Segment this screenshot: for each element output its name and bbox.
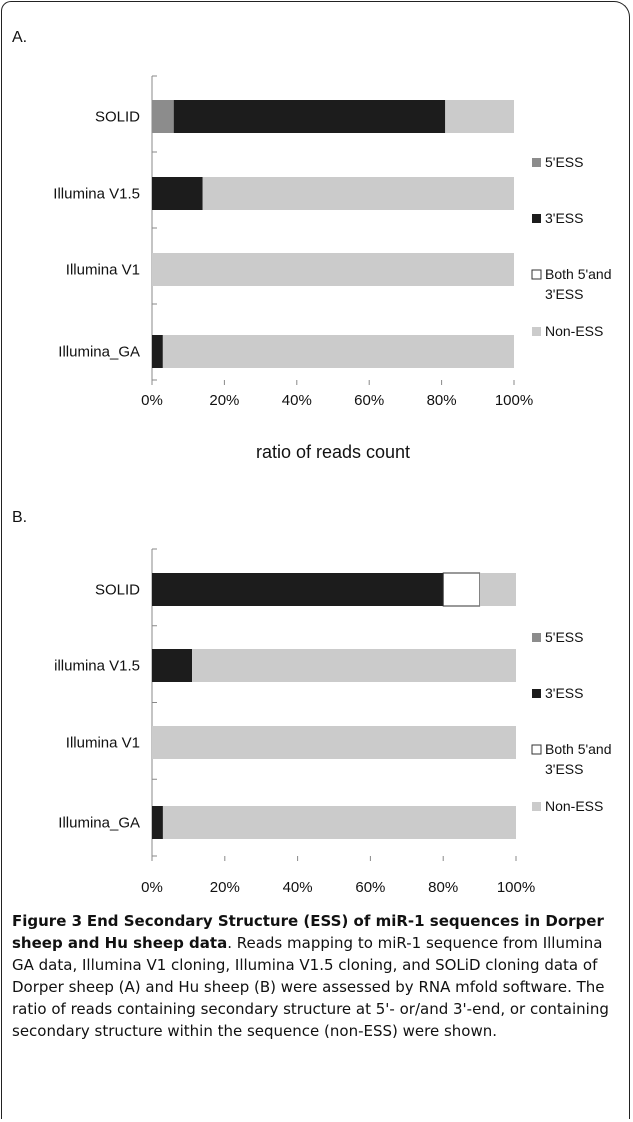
panel-b-bar-segment: [443, 573, 479, 606]
panel-b-legend-swatch: [532, 802, 541, 811]
panel-b-bar-segment: [152, 649, 192, 682]
panel-b-x-tick-label: 40%: [283, 879, 313, 896]
panel-b-category-label: SOLID: [95, 582, 140, 599]
panel-a-bar-segment: [174, 100, 446, 133]
panel-b-x-tick-label: 100%: [497, 879, 535, 896]
panel-a-x-axis-label: ratio of reads count: [256, 442, 410, 462]
panel-a-x-tick-label: 20%: [209, 392, 239, 409]
panel-a-legend-label: Both 5'and: [545, 266, 612, 282]
panel-b-x-tick-label: 0%: [141, 879, 163, 896]
panel-b-category-label: illumina V1.5: [54, 658, 140, 675]
panel-b-legend-label: Non-ESS: [545, 798, 603, 814]
panel-b-bar-segment: [152, 573, 443, 606]
panel-b-x-tick-label: 20%: [210, 879, 240, 896]
panel-b-label: B.: [12, 509, 27, 526]
panel-a-category-label: Illumina_GA: [58, 344, 140, 361]
panel-a-category-label: Illumina V1: [66, 262, 140, 279]
panel-a-x-tick-label: 60%: [354, 392, 384, 409]
panel-a-legend-label: 3'ESS: [545, 210, 583, 226]
caption-figure-label: Figure 3: [12, 912, 82, 930]
panel-a-label: A.: [12, 29, 27, 46]
panel-b-legend-label: 5'ESS: [545, 629, 583, 645]
panel-a-x-tick-label: 100%: [495, 392, 533, 409]
panel-a-bar-segment: [152, 177, 203, 210]
panel-b-legend-label: 3'ESS: [545, 761, 583, 777]
panel-a-legend-label: 3'ESS: [545, 286, 583, 302]
panel-a-legend-swatch: [532, 270, 541, 279]
panel-b-bar-segment: [480, 573, 516, 606]
figure-charts: A. SOLID Illumina V1.5 Illumina V1 Illumina_…: [0, 0, 633, 905]
panel-a-legend-swatch: [532, 158, 541, 167]
panel-b-bar-segment: [152, 726, 516, 759]
panel-a-legend-swatch: [532, 214, 541, 223]
panel-b-legend-label: 3'ESS: [545, 685, 583, 701]
panel-a-category-label: SOLID: [95, 109, 140, 126]
panel-b-bar-segment: [163, 806, 516, 839]
panel-a-x-tick-label: 0%: [141, 392, 163, 409]
panel-a-bar-segment: [445, 100, 514, 133]
panel-b-legend-swatch: [532, 633, 541, 642]
panel-a-bar-segment: [152, 100, 174, 133]
panel-b-legend-swatch: [532, 689, 541, 698]
panel-b-legend-label: Both 5'and: [545, 741, 612, 757]
panel-a-bar-segment: [152, 253, 514, 286]
figure-caption: Figure 3 End Secondary Structure (ESS) o…: [12, 910, 624, 1042]
panel-a-legend-swatch: [532, 327, 541, 336]
panel-b-bar-segment: [192, 649, 516, 682]
panel-b-bar-segment: [152, 806, 163, 839]
panel-b-legend-swatch: [532, 745, 541, 754]
panel-a-legend-label: Non-ESS: [545, 323, 603, 339]
panel-a-bar-segment: [163, 335, 514, 368]
panel-a-bar-segment: [152, 335, 163, 368]
panel-a-legend-label: 5'ESS: [545, 154, 583, 170]
panel-b-x-tick-label: 60%: [355, 879, 385, 896]
panel-a-bar-segment: [203, 177, 514, 210]
panel-b-category-label: Illumina V1: [66, 735, 140, 752]
panel-a-x-tick-label: 40%: [282, 392, 312, 409]
panel-b-category-label: Illumina_GA: [58, 815, 140, 832]
panel-a-x-tick-label: 80%: [427, 392, 457, 409]
panel-a-category-label: Illumina V1.5: [53, 186, 140, 203]
panel-b-x-tick-label: 80%: [428, 879, 458, 896]
